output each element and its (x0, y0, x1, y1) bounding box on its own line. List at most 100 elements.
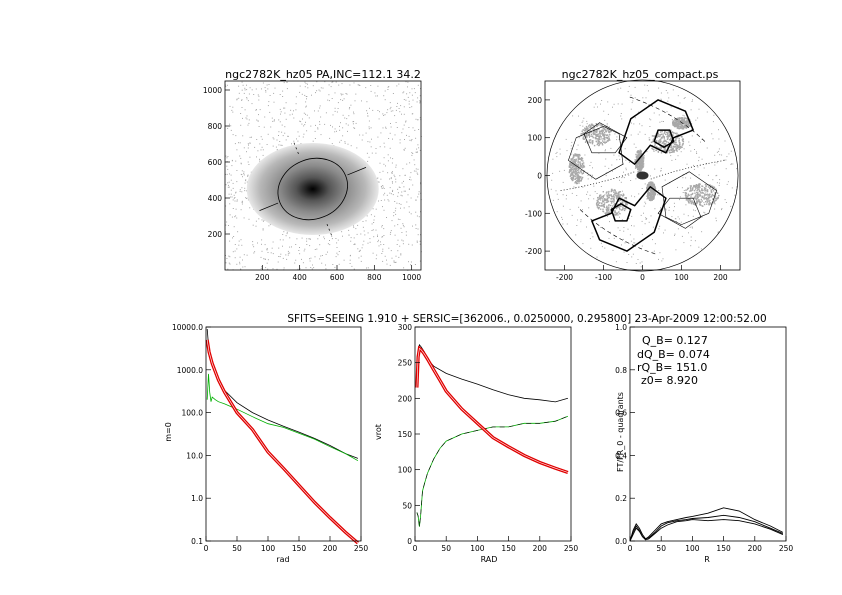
noise-pixel (397, 102, 398, 104)
noise-pixel (284, 107, 286, 109)
noise-pixel (295, 103, 297, 105)
noise-pixel (383, 115, 385, 116)
blob-pixel (678, 118, 681, 120)
blob-pixel (703, 187, 706, 189)
noise-pixel (382, 185, 384, 186)
noise-pixel (328, 100, 330, 102)
blob-pixel (697, 195, 699, 198)
blob-pixel (599, 131, 602, 133)
profile-series-line (206, 373, 359, 462)
blob-pixel (606, 134, 608, 136)
noise-pixel (240, 124, 242, 126)
scatter-pixel (714, 154, 716, 156)
blob-pixel (635, 153, 637, 156)
noise-pixel (387, 199, 389, 201)
noise-pixel (243, 173, 245, 175)
noise-pixel (268, 101, 270, 103)
blob-pixel (615, 197, 618, 199)
blob-pixel (596, 125, 598, 127)
torque-series-line (629, 507, 784, 542)
noise-pixel (412, 113, 414, 115)
scatter-pixel (596, 193, 598, 194)
scatter-pixel (697, 117, 699, 119)
blob-pixel (612, 195, 615, 197)
dashed-contour (579, 209, 659, 256)
blob-pixel (578, 171, 580, 173)
noise-pixel (234, 216, 236, 218)
noise-pixel (403, 207, 405, 209)
compact-panel: ngc2782K_hz05_compact.ps -200 -100 0 100 200… (525, 68, 741, 282)
scatter-pixel (683, 213, 685, 215)
blob-pixel (690, 190, 693, 192)
noise-pixel (256, 156, 257, 158)
blob-pixel (701, 192, 703, 194)
scatter-pixel (600, 205, 602, 207)
blob-pixel (679, 125, 682, 128)
noise-pixel (229, 256, 231, 258)
noise-pixel (395, 261, 397, 263)
scatter-pixel (665, 209, 667, 211)
noise-pixel (419, 100, 421, 102)
blob-pixel (663, 148, 665, 150)
scatter-pixel (565, 198, 567, 200)
noise-pixel (306, 96, 308, 97)
noise-pixel (236, 181, 238, 183)
noise-pixel (312, 264, 313, 266)
scatter-pixel (633, 242, 635, 244)
noise-pixel (316, 81, 318, 83)
scatter-pixel (670, 129, 672, 131)
noise-pixel (407, 194, 409, 196)
noise-pixel (380, 244, 382, 246)
noise-pixel (276, 149, 278, 151)
noise-pixel (233, 194, 235, 196)
scatter-pixel (579, 166, 580, 168)
scatter-pixel (625, 159, 627, 161)
noise-pixel (317, 238, 319, 240)
noise-pixel (389, 132, 391, 134)
blob-pixel (577, 174, 580, 176)
blob-pixel (662, 150, 665, 152)
noise-pixel (352, 123, 354, 125)
scatter-pixel (648, 221, 650, 223)
noise-pixel (304, 248, 306, 250)
noise-pixel (366, 215, 368, 217)
scatter-pixel (619, 216, 620, 218)
noise-pixel (373, 219, 375, 221)
blob-pixel (678, 119, 681, 121)
scatter-pixel (568, 165, 570, 167)
blob-pixel (712, 190, 715, 192)
scatter-pixel (570, 171, 572, 173)
blob-pixel (601, 129, 603, 131)
profile-xtick-label: 50 (232, 544, 242, 553)
scatter-pixel (633, 238, 635, 240)
noise-pixel (411, 244, 413, 246)
blob-pixel (610, 194, 612, 196)
blob-pixel (612, 205, 614, 207)
noise-pixel (384, 114, 386, 116)
blob-pixel (579, 161, 581, 163)
scatter-pixel (571, 214, 573, 216)
scatter-pixel (644, 201, 646, 203)
noise-pixel (268, 84, 270, 85)
noise-pixel (281, 124, 283, 126)
scatter-pixel (661, 260, 663, 262)
blob-pixel (697, 192, 699, 194)
scatter-pixel (575, 234, 577, 236)
noise-pixel (305, 101, 307, 103)
blob-pixel (658, 140, 660, 142)
blob-pixel (575, 154, 577, 156)
noise-pixel (401, 132, 403, 134)
blob-pixel (681, 126, 683, 128)
scatter-pixel (617, 88, 619, 90)
noise-pixel (387, 109, 389, 111)
rotation-xtick-label: 0 (413, 544, 418, 553)
scatter-pixel (699, 183, 701, 185)
scatter-pixel (648, 192, 650, 194)
blob-pixel (696, 190, 698, 192)
blob-pixel (697, 200, 699, 202)
scatter-pixel (681, 123, 683, 125)
noise-pixel (341, 83, 343, 85)
noise-pixel (261, 219, 263, 221)
scatter-pixel (608, 167, 610, 169)
blob-pixel (622, 206, 624, 208)
